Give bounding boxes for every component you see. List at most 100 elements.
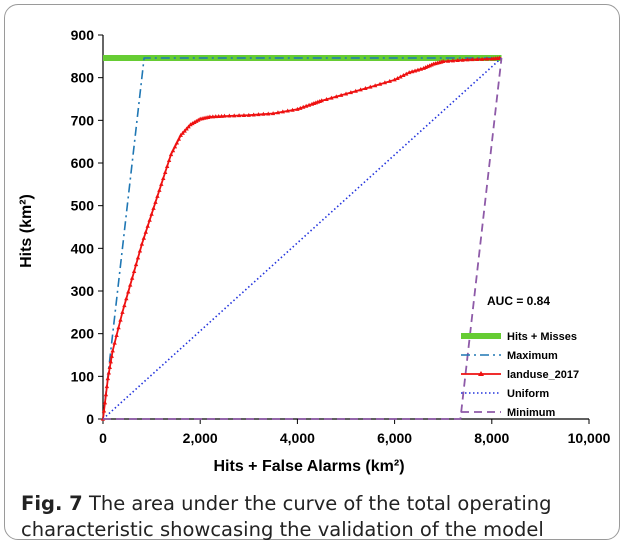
series-point [194, 118, 199, 123]
auc-annotation: AUC = 0.84 [487, 294, 550, 308]
series-minimum-line [103, 57, 503, 420]
series-point [190, 121, 195, 126]
series-point [256, 112, 261, 117]
series-point [460, 57, 465, 62]
series-point [133, 262, 139, 267]
x-tick-label: 10,000 [568, 430, 611, 446]
series-point [270, 111, 276, 116]
series-point [450, 58, 456, 63]
series-point [139, 241, 145, 246]
legend-label: Uniform [507, 388, 549, 400]
series-point [159, 181, 164, 186]
series-point [358, 87, 363, 92]
x-tick-label: 4,000 [280, 430, 315, 446]
series-point [236, 113, 242, 118]
legend-label: landuse_2017 [507, 369, 579, 381]
figure-frame: 0 2,000 4,000 6,000 8,000 10,000 0 100 200 300 40… [4, 4, 621, 543]
series-point [116, 325, 121, 330]
series-point [465, 57, 470, 62]
series-point [141, 235, 147, 240]
series-point [102, 400, 108, 405]
series-point [227, 113, 232, 118]
series-point [109, 353, 114, 358]
series-maximum-line [102, 57, 502, 420]
legend-label: Hits + Misses [507, 331, 577, 343]
series-point [303, 103, 309, 108]
series-point [103, 392, 109, 397]
series-point [395, 75, 400, 80]
series-point [176, 136, 182, 141]
series-point [122, 303, 127, 308]
series-point [118, 317, 123, 322]
series-point [441, 59, 446, 64]
series-point [129, 275, 135, 280]
series-point [131, 268, 137, 273]
series-point [343, 91, 349, 96]
series-point [128, 282, 133, 287]
x-axis-label: Hits + False Alarms (km²) [213, 458, 404, 475]
series-point [334, 94, 339, 99]
y-tick-label: 900 [71, 27, 95, 43]
series-point [445, 58, 451, 63]
series-point [455, 58, 460, 63]
series-layer [100, 55, 503, 421]
series-point [266, 111, 271, 116]
series-point [107, 364, 113, 369]
series-point [387, 78, 392, 83]
series-point [120, 309, 125, 314]
series-point [216, 114, 221, 119]
toc-chart: 0 2,000 4,000 6,000 8,000 10,000 0 100 200 300 40… [18, 27, 611, 475]
series-point [192, 119, 197, 124]
series-point [404, 71, 409, 76]
y-tick-label: 600 [71, 155, 95, 171]
series-point [163, 169, 168, 174]
series-point [157, 187, 162, 192]
series-point [108, 359, 113, 364]
series-point [324, 96, 329, 101]
series-point [164, 164, 170, 169]
series-point [401, 73, 406, 78]
series-point [251, 112, 256, 117]
series-point [213, 114, 218, 119]
series-point [178, 132, 183, 137]
x-tick-label: 0 [99, 430, 107, 446]
series-point [188, 122, 193, 127]
series-point [180, 130, 185, 135]
series-point [155, 193, 160, 198]
series-point [124, 296, 129, 301]
y-tick-label: 400 [71, 240, 95, 256]
series-point [182, 128, 187, 133]
series-point [166, 158, 172, 163]
legend-label: Maximum [507, 350, 558, 362]
y-tick-label: 800 [71, 70, 95, 86]
series-point [338, 92, 344, 97]
y-tick-label: 0 [86, 411, 94, 427]
series-point [353, 88, 358, 93]
series-point [145, 223, 150, 228]
caption-text: The area under the curve of the total op… [21, 492, 552, 541]
series-point [196, 117, 201, 122]
series-point [172, 144, 178, 149]
x-axis-ticks: 0 2,000 4,000 6,000 8,000 10,000 [99, 419, 611, 446]
series-point [306, 102, 312, 107]
series-point [241, 112, 247, 117]
y-tick-label: 300 [71, 283, 95, 299]
series-point [110, 348, 115, 353]
series-point [319, 98, 324, 103]
figure-caption: Fig. 7 The area under the curve of the t… [21, 491, 621, 543]
series-point [348, 90, 354, 95]
series-point [135, 255, 141, 260]
series-point [475, 57, 480, 62]
series-point [149, 211, 154, 216]
series-point [301, 104, 306, 109]
series-point [106, 370, 112, 375]
series-point [479, 56, 485, 61]
series-point [114, 332, 119, 337]
series-point [372, 83, 378, 88]
series-point [153, 199, 158, 204]
series-point [398, 74, 403, 79]
series-point [368, 84, 373, 89]
series-point [280, 109, 286, 114]
series-point [470, 57, 475, 62]
series-point [275, 110, 281, 115]
